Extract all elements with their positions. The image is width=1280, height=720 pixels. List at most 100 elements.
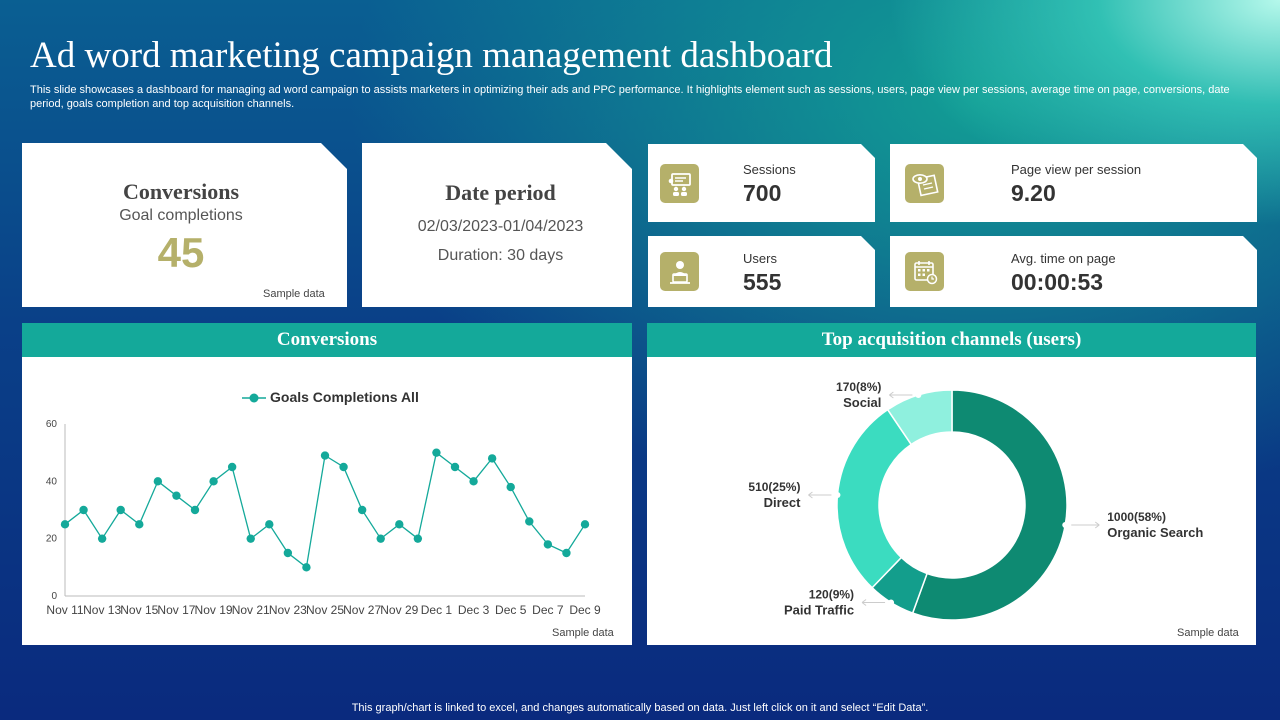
x-tick-label: Nov 29 [380,603,418,617]
data-point [395,520,404,529]
slice-label: 510(25%)Direct [748,480,841,510]
channels-panel-header: Top acquisition channels (users) [647,323,1256,357]
kpi-users-value: 555 [743,269,782,295]
channels-panel: 1000(58%) Organic Search 120(9%) Paid Traff… [647,357,1256,645]
legend-marker [249,393,259,403]
y-tick-label: 20 [46,534,58,545]
data-point [562,548,571,558]
slice-value-label: 510(25%) [748,480,800,494]
date-duration: Duration: 30 days [437,247,564,264]
x-tick-label: Nov 23 [269,603,307,617]
data-point [79,505,88,515]
slice-value-label: 170(8%) [836,380,881,394]
data-point [339,462,348,472]
x-tick-label: Nov 19 [195,603,233,617]
data-point [506,482,515,492]
label-arrow [808,491,813,499]
label-arrow [861,599,867,606]
x-tick-label: Nov 13 [83,603,121,617]
data-point [450,462,460,472]
data-point [135,520,144,529]
channels-panel-title: Top acquisition channels (users) [821,329,1082,350]
chart-legend: Goals Completions All [242,389,419,405]
data-point [469,477,478,486]
data-point [209,477,218,486]
kpi-avg-time-value: 00:00:53 [1011,269,1104,295]
x-tick-label: Nov 15 [120,603,158,617]
data-point [580,520,590,529]
data-point [153,477,163,486]
data-point [190,505,200,515]
kpi-page-view-value: 9.20 [1011,180,1056,206]
data-point [265,520,274,529]
kpi-users: Users 555 [648,236,875,307]
slice-name-label: Paid Traffic [784,603,854,618]
label-anchor-dot [1062,521,1069,528]
data-point [283,548,293,558]
slice-label: 170(8%)Social [836,380,922,410]
kpi-page-view-label: Page view per session [1011,162,1142,177]
label-arrow [889,391,894,399]
sample-data-note: Sample data [263,288,325,300]
label-arrow [1094,521,1100,529]
slice-value-label: 1000(58%) [1107,510,1166,524]
conversions-card-subtitle: Goal completions [119,207,243,224]
data-point [116,505,125,515]
x-tick-label: Nov 25 [306,603,344,617]
conversions-panel-header: Conversions [22,323,632,357]
data-point [320,451,330,460]
donut-chart: 1000(58%)Organic Search 120(9%)Paid Traff… [748,380,1203,621]
legend-label: Goals Completions All [270,389,419,405]
x-tick-label: Dec 9 [569,603,601,617]
user-laptop-icon [660,252,699,291]
x-tick-label: Nov 17 [157,603,195,617]
calendar-clock-icon [905,252,944,291]
data-point [172,491,181,500]
date-period-card: Date period 02/03/2023-01/04/2023 Durati… [362,143,632,307]
page-title: Ad word marketing campaign management da… [30,35,833,76]
kpi-page-view: Page view per session 9.20 [890,144,1257,222]
label-anchor-dot [834,491,841,498]
data-point [60,520,70,529]
eye-chart-icon [905,164,944,203]
slice-name-label: Direct [764,495,802,510]
y-tick-label: 40 [46,476,58,487]
data-point [376,534,385,543]
label-anchor-dot [915,392,922,399]
donut-slice [911,389,1068,621]
kpi-avg-time: Avg. time on page 00:00:53 [890,236,1257,307]
kpi-sessions-label: Sessions [743,162,796,177]
x-tick-label: Dec 1 [421,603,453,617]
date-period-title: Date period [445,180,556,205]
sample-data-note: Sample data [552,627,614,639]
slice-label: 1000(58%)Organic Search [1062,510,1203,540]
kpi-avg-time-label: Avg. time on page [1011,251,1116,266]
page-subtitle: This slide showcases a dashboard for man… [30,84,1230,110]
y-tick-label: 60 [46,419,58,430]
data-point [525,517,534,526]
slice-value-label: 120(9%) [809,588,854,602]
sample-data-note: Sample data [1177,627,1239,639]
conversions-card: Conversions Goal completions 45 Sample d… [22,143,347,307]
slice-name-label: Social [843,395,881,410]
x-tick-label: Nov 27 [343,603,381,617]
conversions-panel-title: Conversions [276,329,378,350]
x-tick-label: Nov 21 [232,603,270,617]
footer-note: This graph/chart is linked to excel, and… [351,702,929,714]
presentation-icon [660,164,699,203]
y-tick-label: 0 [51,591,57,602]
x-tick-label: Dec 3 [458,603,490,617]
conversions-card-title: Conversions [122,179,240,204]
date-range: 02/03/2023-01/04/2023 [417,218,584,235]
x-tick-label: Dec 5 [495,603,527,617]
data-point [246,534,255,543]
slice-name-label: Organic Search [1107,525,1203,540]
data-point [432,448,441,457]
data-point [357,505,367,515]
data-point [302,563,311,572]
x-tick-label: Dec 7 [532,603,564,617]
x-tick-label: Nov 11 [46,603,83,617]
label-anchor-dot [888,599,895,606]
data-point [97,534,107,543]
